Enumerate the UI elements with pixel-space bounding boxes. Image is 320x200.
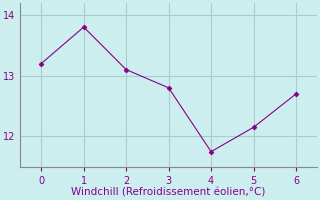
X-axis label: Windchill (Refroidissement éolien,°C): Windchill (Refroidissement éolien,°C) — [71, 187, 266, 197]
